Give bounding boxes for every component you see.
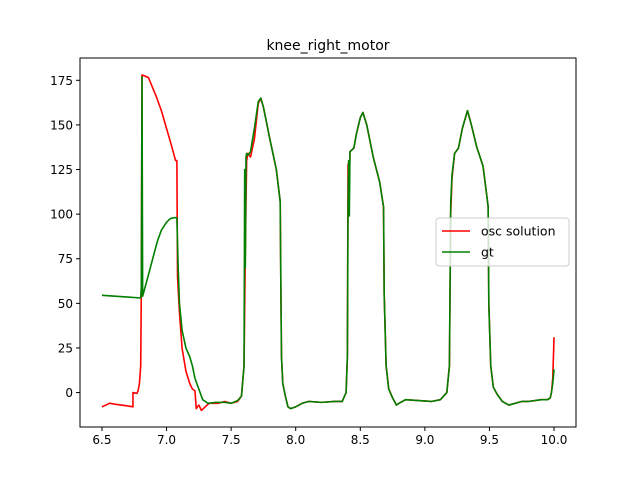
y-tick-label: 175 xyxy=(50,74,73,88)
x-tick-label: 6.5 xyxy=(92,433,111,447)
x-tick-label: 8.5 xyxy=(351,433,370,447)
x-tick-label: 8.0 xyxy=(286,433,305,447)
x-axis: 6.5 7.0 7.5 8.0 8.5 9.0 9.5 10.0 xyxy=(92,427,567,447)
y-tick-label: 75 xyxy=(58,252,73,266)
x-tick-label: 9.5 xyxy=(480,433,499,447)
legend-label-osc-solution: osc solution xyxy=(481,224,556,239)
y-tick-label: 150 xyxy=(50,118,73,132)
x-tick-label: 10.0 xyxy=(541,433,568,447)
plot-frame xyxy=(79,57,577,428)
series-line-gt xyxy=(101,75,555,410)
legend: osc solution gt xyxy=(435,217,570,267)
x-tick-label: 9.0 xyxy=(415,433,434,447)
y-axis: 0 25 50 75 100 125 150 175 xyxy=(50,74,80,400)
y-tick-label: 0 xyxy=(65,386,73,400)
y-tick-label: 100 xyxy=(50,208,73,222)
legend-label-gt: gt xyxy=(481,245,494,260)
y-tick-label: 50 xyxy=(58,297,73,311)
series-layer xyxy=(101,74,555,412)
x-tick-label: 7.0 xyxy=(157,433,176,447)
y-tick-label: 125 xyxy=(50,163,73,177)
x-tick-label: 7.5 xyxy=(222,433,241,447)
chart-title: knee_right_motor xyxy=(266,38,389,54)
legend-box xyxy=(435,217,570,267)
y-tick-label: 25 xyxy=(58,341,73,355)
